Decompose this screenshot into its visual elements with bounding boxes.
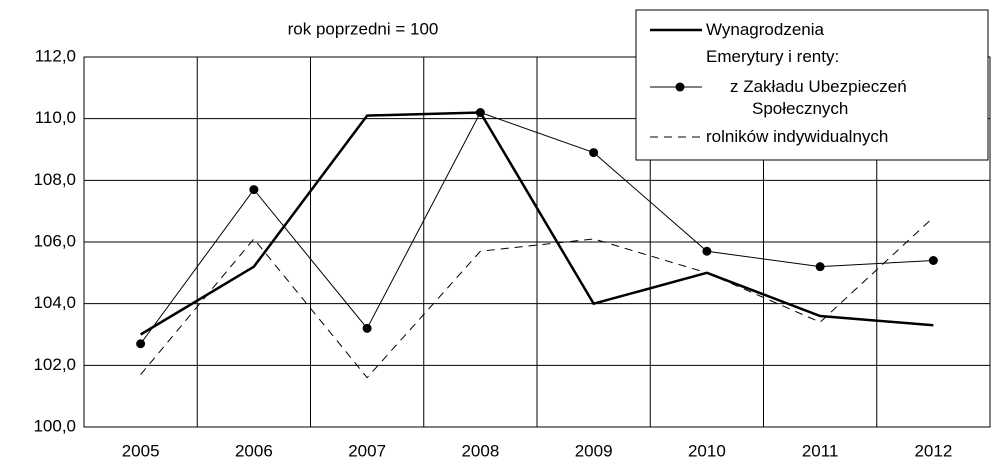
series-marker [362,323,372,333]
legend-label: Wynagrodzenia [706,20,824,39]
legend-box [635,9,989,161]
x-tick-label: 2006 [235,441,273,460]
legend-label: rolników indywidualnych [706,127,889,146]
y-tick-label: 104,0 [33,293,76,312]
legend-group-title: Emerytury i renty: [706,47,840,66]
series-marker [815,262,825,272]
series-marker [249,185,259,195]
series-marker [475,108,485,117]
plot-frame [83,56,991,428]
chart-subtitle: rok poprzedni = 100 [288,19,439,38]
series-marker [928,256,938,265]
legend-marker [675,82,685,92]
y-tick-label: 112,0 [35,46,76,65]
x-tick-label: 2009 [575,441,613,460]
x-tick-label: 2007 [348,441,386,460]
series-marker [136,339,146,349]
y-tick-label: 108,0 [33,170,76,189]
x-tick-label: 2012 [914,441,952,460]
y-tick-label: 102,0 [33,355,76,374]
series-line [139,111,934,336]
legend-label: z Zakładu Ubezpieczeń Społecznych [730,77,907,118]
x-tick-label: 2010 [688,441,726,460]
y-tick-label: 100,0 [33,416,76,435]
y-tick-label: 110,0 [35,108,76,127]
series-marker [702,246,712,256]
series-line [140,216,934,379]
x-tick-label: 2008 [461,441,499,460]
y-tick-label: 106,0 [33,231,76,250]
x-tick-label: 2005 [122,441,160,460]
series-marker [589,148,599,158]
series-line [140,111,934,345]
x-tick-label: 2011 [802,441,839,460]
